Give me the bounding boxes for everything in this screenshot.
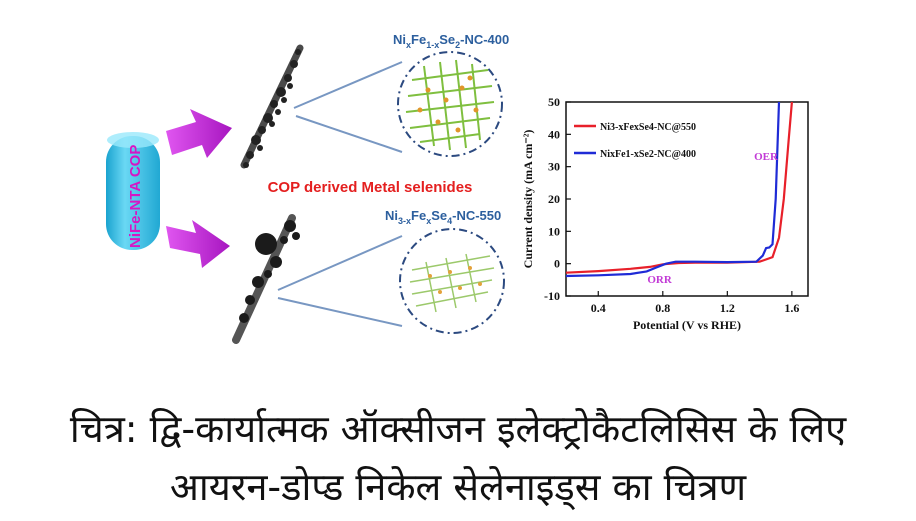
legend-label-1: NixFe1-xSe2-NC@400	[600, 149, 696, 160]
chart: 0.4 0.8 1.2 1.6 -10 0 10 20 30 40 50 Potential (V v…	[521, 95, 809, 332]
x-tick-label-2: 1.2	[720, 301, 735, 315]
legend-label-0: Ni3-xFexSe4-NC@550	[600, 122, 696, 133]
annotation-oer: OER	[754, 151, 779, 163]
nife-nta-cop-cylinder: NiFe-NTA COP	[106, 132, 160, 250]
series-line-1	[565, 101, 781, 278]
top-fiber-image	[240, 44, 304, 169]
bottom-fiber-image	[232, 214, 300, 344]
caption-line-1: चित्र: द्वि-कार्यात्मक ऑक्सीजन इलेक्ट्रो…	[69, 407, 847, 451]
y-tick-label-3: 20	[548, 192, 560, 206]
y-tick-label-1: 0	[554, 257, 560, 271]
x-axis-label: Potential (V vs RHE)	[633, 318, 741, 332]
y-tick-label-2: 10	[548, 224, 560, 238]
arrow-up	[166, 109, 232, 158]
zoom-lines	[277, 61, 403, 327]
x-tick-label-1: 0.8	[655, 301, 670, 315]
top-crystal-structure	[397, 51, 503, 157]
y-tick-label-0: -10	[544, 289, 560, 303]
cylinder-label: NiFe-NTA COP	[127, 145, 144, 248]
caption-line-2: आयरन-डोप्ड निकेल सेलेनाइड्स का चित्रण	[169, 465, 747, 509]
y-tick-label-6: 50	[548, 95, 560, 109]
x-tick-label-0: 0.4	[591, 301, 606, 315]
y-tick-label-5: 40	[548, 127, 560, 141]
bottom-crystal-structure	[399, 228, 505, 334]
bottom-material-label: Ni3-xFexSe4-NC-550	[385, 208, 501, 226]
center-title: COP derived Metal selenides	[268, 179, 473, 196]
x-tick-label-3: 1.6	[784, 301, 799, 315]
y-tick-label-4: 30	[548, 160, 560, 174]
arrow-down	[166, 220, 230, 268]
y-axis-label: Current density (mA cm⁻²)	[521, 130, 535, 269]
top-material-label: NixFe1-xSe2-NC-400	[393, 32, 509, 50]
annotation-orr: ORR	[647, 274, 673, 286]
